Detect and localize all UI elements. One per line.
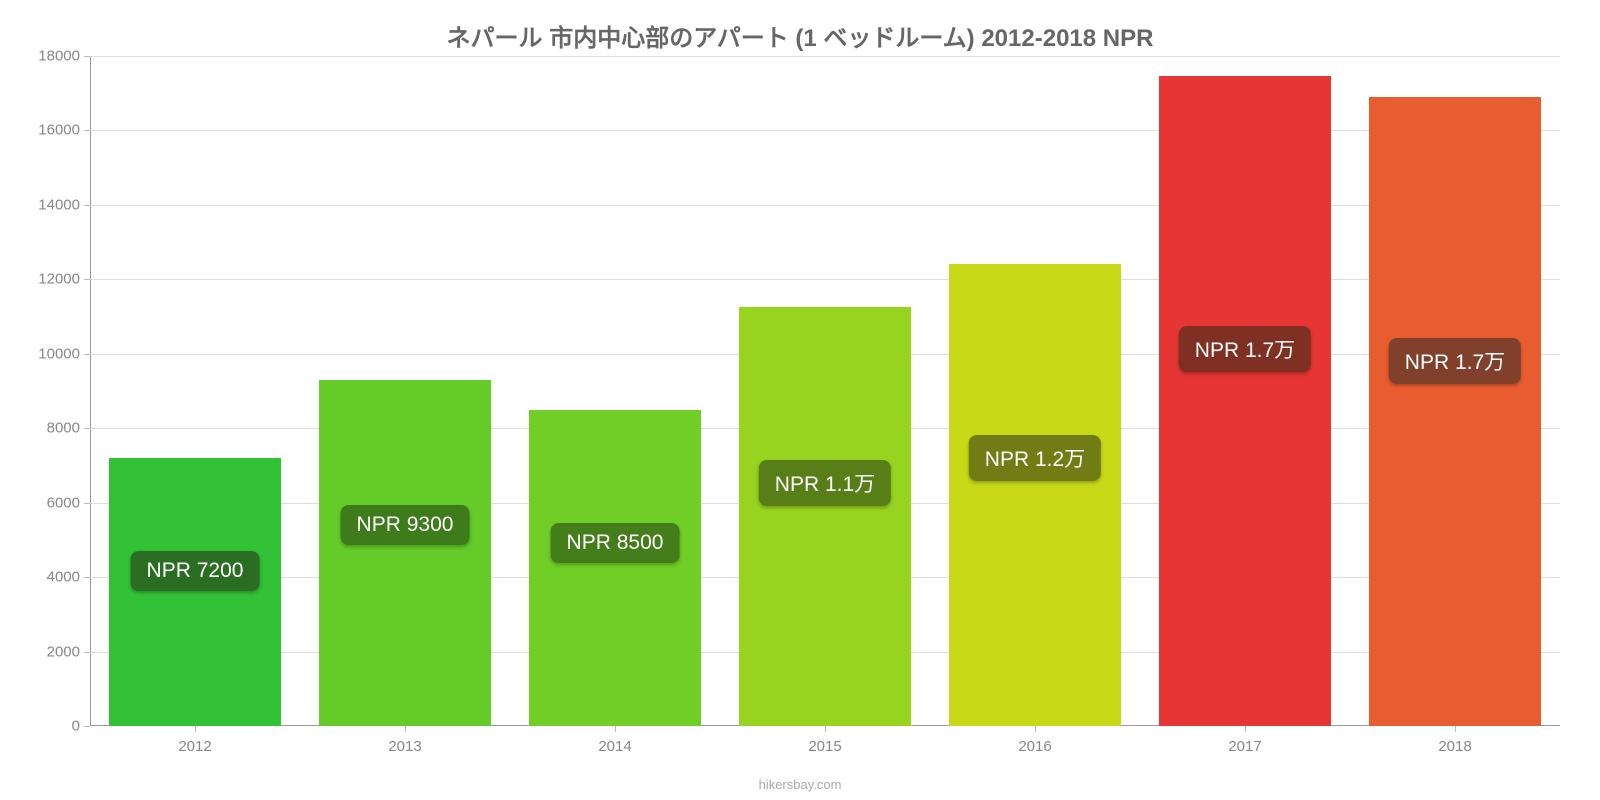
y-tick-mark bbox=[84, 726, 90, 727]
y-tick-label: 6000 bbox=[47, 494, 80, 511]
y-tick-label: 2000 bbox=[47, 643, 80, 660]
bar-value-badge: NPR 1.7万 bbox=[1179, 326, 1311, 372]
bar-slot: NPR 1.7万 bbox=[1369, 56, 1541, 726]
bar bbox=[1369, 97, 1541, 726]
bar-value-badge: NPR 9300 bbox=[341, 505, 470, 545]
x-tick-label: 2015 bbox=[808, 738, 841, 755]
x-tick-label: 2014 bbox=[598, 738, 631, 755]
y-tick-label: 10000 bbox=[38, 345, 80, 362]
bar-slot: NPR 1.7万 bbox=[1159, 56, 1331, 726]
y-tick-label: 18000 bbox=[38, 48, 80, 65]
bar-slot: NPR 1.2万 bbox=[949, 56, 1121, 726]
y-tick-label: 14000 bbox=[38, 196, 80, 213]
x-tick-label: 2018 bbox=[1438, 738, 1471, 755]
x-tick-label: 2017 bbox=[1228, 738, 1261, 755]
x-tick-mark bbox=[1245, 726, 1246, 732]
y-tick-label: 8000 bbox=[47, 420, 80, 437]
y-tick-label: 4000 bbox=[47, 569, 80, 586]
bar bbox=[949, 264, 1121, 726]
x-tick-mark bbox=[825, 726, 826, 732]
bar-value-badge: NPR 7200 bbox=[131, 551, 260, 591]
bar-value-badge: NPR 1.2万 bbox=[969, 435, 1101, 481]
chart-plot-area: 0200040006000800010000120001400016000180… bbox=[90, 56, 1560, 726]
chart-title: ネパール 市内中心部のアパート (1 ベッドルーム) 2012-2018 NPR bbox=[0, 0, 1600, 61]
x-tick-label: 2012 bbox=[178, 738, 211, 755]
bar-slot: NPR 1.1万 bbox=[739, 56, 911, 726]
x-tick-label: 2016 bbox=[1018, 738, 1051, 755]
y-tick-label: 16000 bbox=[38, 122, 80, 139]
x-tick-mark bbox=[615, 726, 616, 732]
x-tick-mark bbox=[1455, 726, 1456, 732]
bar-value-badge: NPR 1.7万 bbox=[1389, 338, 1521, 384]
bar-value-badge: NPR 8500 bbox=[551, 523, 680, 563]
x-tick-mark bbox=[405, 726, 406, 732]
bar-slot: NPR 9300 bbox=[319, 56, 491, 726]
y-tick-label: 0 bbox=[72, 718, 80, 735]
x-tick-mark bbox=[1035, 726, 1036, 732]
bar bbox=[109, 458, 281, 726]
source-label: hikersbay.com bbox=[759, 777, 842, 792]
y-tick-label: 12000 bbox=[38, 271, 80, 288]
bar bbox=[1159, 76, 1331, 726]
bar-slot: NPR 7200 bbox=[109, 56, 281, 726]
bar-value-badge: NPR 1.1万 bbox=[759, 460, 891, 506]
bar bbox=[529, 410, 701, 726]
bar-slot: NPR 8500 bbox=[529, 56, 701, 726]
bar bbox=[739, 307, 911, 726]
bars-container: NPR 7200 NPR 9300 NPR 8500 NPR 1.1万 NPR 1.2万… bbox=[90, 56, 1560, 726]
x-tick-mark bbox=[195, 726, 196, 732]
x-tick-label: 2013 bbox=[388, 738, 421, 755]
bar bbox=[319, 380, 491, 726]
